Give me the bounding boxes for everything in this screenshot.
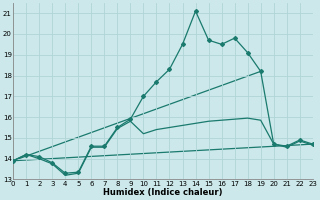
X-axis label: Humidex (Indice chaleur): Humidex (Indice chaleur) xyxy=(103,188,223,197)
